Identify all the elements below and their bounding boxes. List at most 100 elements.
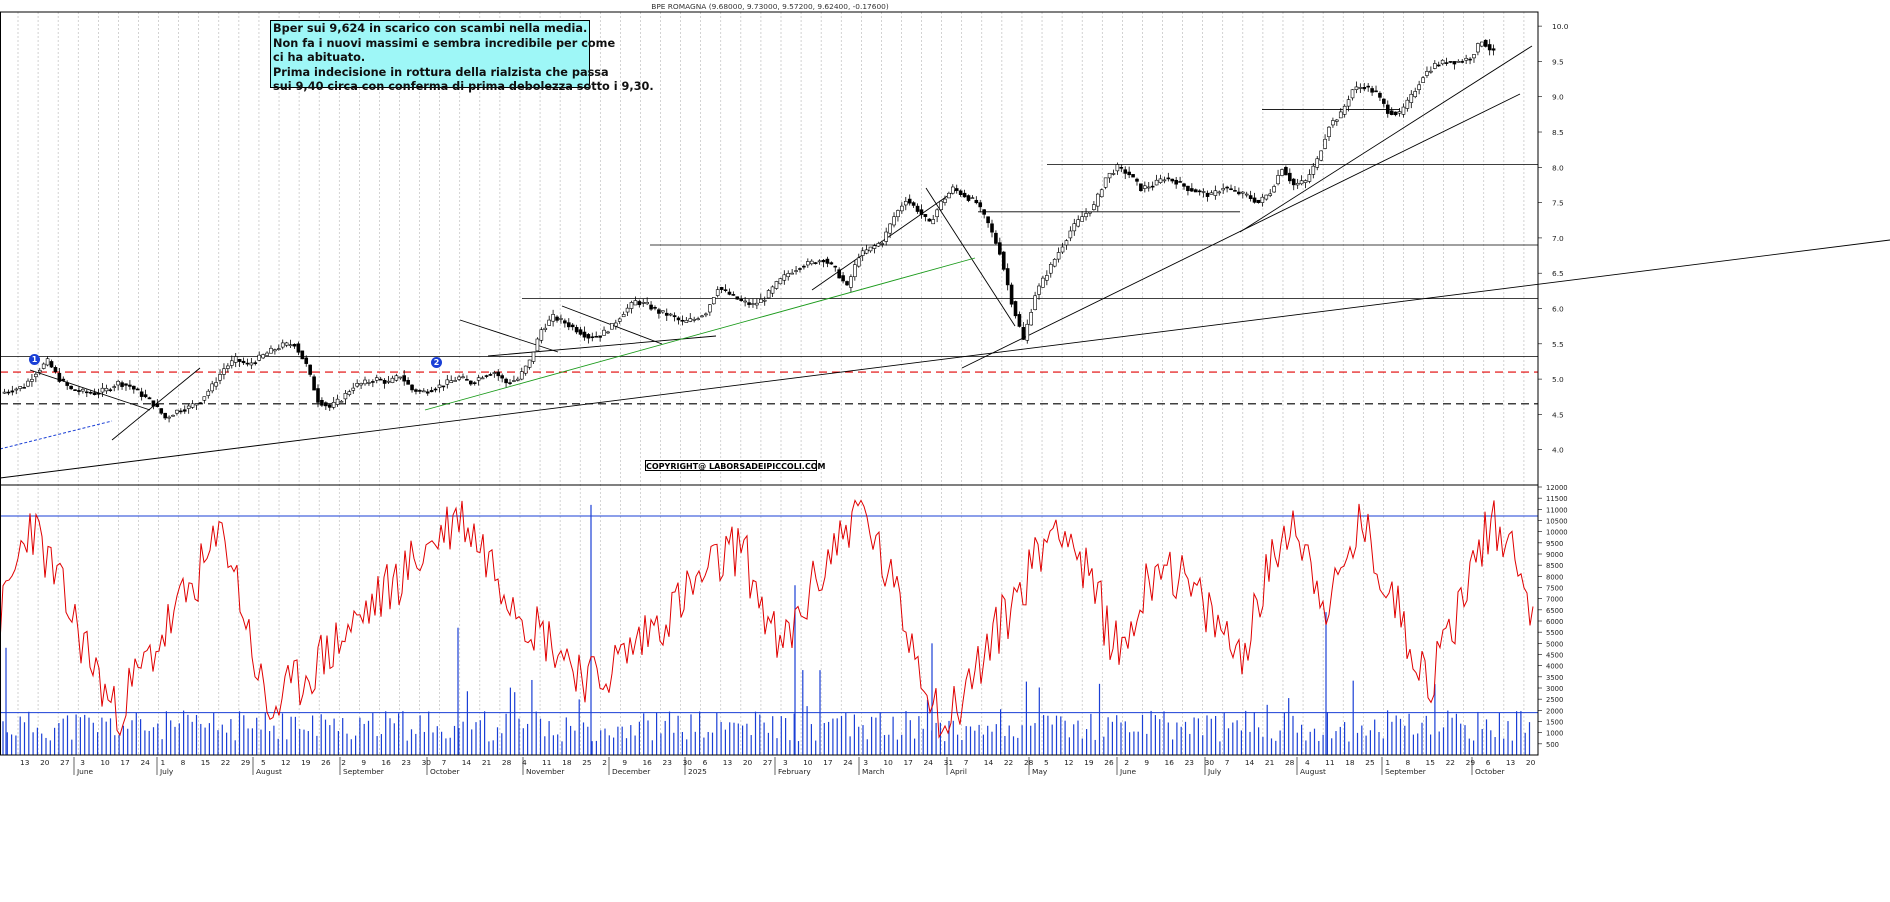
candle-body <box>163 412 167 419</box>
candle-body <box>602 329 606 336</box>
candle-body <box>1009 284 1014 305</box>
candle-body <box>179 410 183 413</box>
candle-body <box>378 378 383 381</box>
x-tick-label: 3 <box>863 758 868 767</box>
candle-body <box>527 359 532 368</box>
candle-body <box>81 388 85 392</box>
month-label: August <box>1300 767 1326 776</box>
x-tick-label: 20 <box>743 758 753 767</box>
x-tick-label: 20 <box>40 758 50 767</box>
candle-body <box>770 286 775 294</box>
candle-body <box>539 329 544 341</box>
candle-body <box>1115 164 1120 172</box>
candle-body <box>1178 181 1182 183</box>
x-tick-label: 25 <box>1365 758 1375 767</box>
candle-body <box>700 315 704 318</box>
candle-body <box>927 218 932 222</box>
candle-body <box>73 389 77 391</box>
indicator-line <box>0 499 1534 739</box>
candle-body <box>657 309 661 314</box>
candle-body <box>794 270 798 272</box>
candle-body <box>116 380 120 386</box>
candle-body <box>598 335 602 338</box>
month-label: August <box>256 767 282 776</box>
candle-body <box>704 313 708 316</box>
candle-body <box>143 394 148 398</box>
candle-body <box>128 384 132 387</box>
candle-body <box>606 331 610 334</box>
month-label: October <box>1475 767 1506 776</box>
candle-body <box>715 289 720 296</box>
candle-body <box>1237 191 1241 195</box>
candle-body <box>112 386 117 388</box>
candle-body <box>1327 126 1331 138</box>
candle-body <box>531 351 536 362</box>
candle-body <box>371 381 375 383</box>
x-tick-label: 18 <box>562 758 572 767</box>
candle-body <box>496 371 501 377</box>
candle-body <box>672 315 677 318</box>
x-tick-label: 7 <box>442 758 447 767</box>
candle-body <box>923 214 928 217</box>
candle-body <box>888 223 892 234</box>
candle-body <box>719 287 724 290</box>
candle-body <box>774 281 779 289</box>
candle-body <box>1448 61 1453 63</box>
candle-body <box>147 397 152 400</box>
candle-body <box>1186 185 1190 192</box>
y-tick-label: 4.0 <box>1552 446 1564 455</box>
candle-body <box>1374 90 1378 93</box>
x-tick-label: 22 <box>221 758 230 767</box>
candle-body <box>590 336 595 339</box>
candle-body <box>198 402 203 404</box>
x-tick-label: 9 <box>622 758 627 767</box>
candle-body <box>1017 314 1022 327</box>
candle-body <box>802 265 806 268</box>
indicator-y-tick-label: 5000 <box>1546 640 1563 648</box>
candle-body <box>1382 98 1386 104</box>
indicator-y-tick-label: 1500 <box>1546 719 1563 727</box>
candle-body <box>186 405 191 409</box>
candle-body <box>939 200 943 210</box>
candle-body <box>739 298 744 301</box>
dotted-trend-line <box>0 420 113 450</box>
x-tick-label: 4 <box>1305 758 1310 767</box>
x-tick-label: 30 <box>1205 758 1215 767</box>
x-tick-label: 10 <box>803 758 813 767</box>
candle-body <box>1127 171 1131 176</box>
candle-body <box>1170 178 1175 182</box>
candle-body <box>214 382 218 387</box>
candle-body <box>41 363 46 369</box>
candle-body <box>45 358 50 366</box>
candle-body <box>1335 119 1339 122</box>
indicator-y-tick-label: 1000 <box>1546 730 1563 738</box>
x-tick-label: 19 <box>301 758 311 767</box>
candle-body <box>1385 104 1390 114</box>
candle-body <box>1491 48 1496 51</box>
candle-body <box>316 388 320 403</box>
candle-body <box>245 362 250 365</box>
candle-body <box>864 249 869 254</box>
candle-body <box>516 378 520 381</box>
candle-body <box>449 380 454 383</box>
candle-body <box>1005 268 1010 286</box>
candle-body <box>907 198 912 204</box>
candle-body <box>320 399 324 406</box>
candle-body <box>504 378 508 384</box>
x-tick-label: 15 <box>201 758 211 767</box>
x-tick-label: 26 <box>321 758 331 767</box>
candle-body <box>872 245 877 249</box>
candle-body <box>1397 111 1402 114</box>
x-tick-label: 24 <box>843 758 853 767</box>
candle-body <box>614 322 618 327</box>
candle-body <box>563 320 567 324</box>
trend-line <box>487 335 717 357</box>
candle-body <box>786 273 791 278</box>
candle-body <box>523 365 528 374</box>
candle-body <box>1225 186 1229 189</box>
candle-body <box>233 356 238 363</box>
candle-body <box>132 385 136 390</box>
candle-body <box>1213 190 1218 196</box>
candle-body <box>1350 89 1355 99</box>
candle-body <box>249 362 254 366</box>
